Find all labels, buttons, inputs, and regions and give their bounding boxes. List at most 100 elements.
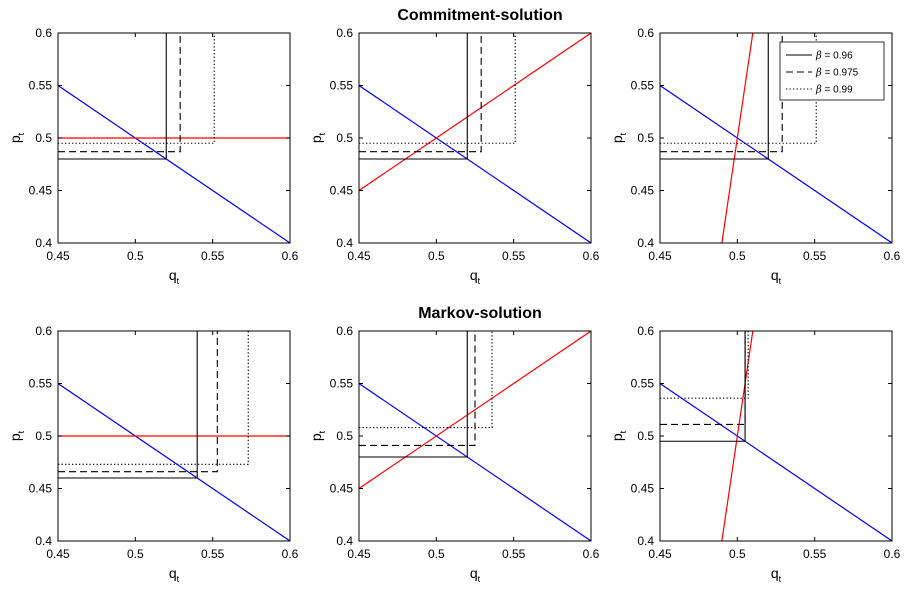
series-black-solid-line (58, 331, 198, 479)
series-black-solid-line (359, 331, 468, 458)
y-tick-label: 0.55 (29, 377, 53, 391)
y-tick-label: 0.4 (637, 236, 654, 250)
x-tick-label: 0.5 (729, 547, 746, 561)
legend-box (779, 41, 885, 101)
x-tick-label: 0.6 (282, 249, 299, 263)
legend: β = 0.96 β = 0.975 β = 0.99 (779, 41, 885, 101)
x-tick-label: 0.55 (502, 249, 526, 263)
y-tick-label: 0.6 (35, 324, 52, 338)
y-tick-label: 0.55 (330, 79, 354, 93)
series-red-solid-line (359, 33, 591, 191)
series-blue-solid-line (660, 85, 892, 243)
x-tick-label: 0.45 (46, 547, 70, 561)
y-tick-label: 0.6 (336, 26, 353, 40)
series-black-dotted-line (660, 331, 749, 399)
series-black-dotted-line (359, 331, 493, 429)
y-tick-label: 0.45 (330, 184, 354, 198)
axes-box (659, 330, 893, 542)
series-black-dashed-line (359, 331, 476, 447)
series-black-dashed-line (58, 33, 181, 153)
y-tick-label: 0.6 (637, 26, 654, 40)
x-axis-label: qt (169, 565, 180, 584)
series-black-dotted-line (58, 331, 249, 465)
series-blue-solid-line (58, 383, 290, 541)
series-black-dashed-line (660, 33, 783, 153)
x-tick-label: 0.6 (583, 547, 600, 561)
x-axis-label: qt (169, 267, 180, 286)
x-tick-label: 0.5 (127, 547, 144, 561)
x-tick-label: 0.55 (803, 249, 827, 263)
x-tick-label: 0.6 (282, 547, 299, 561)
y-tick-label: 0.5 (637, 131, 654, 145)
series-red-solid-line (359, 331, 591, 489)
y-tick-label: 0.4 (336, 534, 353, 548)
x-tick-label: 0.55 (803, 547, 827, 561)
x-axis-label: qt (470, 565, 481, 584)
series-black-solid-line (359, 33, 468, 160)
x-tick-label: 0.45 (347, 547, 371, 561)
series-black-dashed-line (660, 331, 746, 426)
series-black-dotted-line (359, 33, 516, 144)
x-tick-label: 0.5 (428, 547, 445, 561)
legend-label: β = 0.96 (815, 51, 853, 62)
series-black-dotted-line (58, 33, 215, 144)
x-axis-label: qt (771, 565, 782, 584)
y-tick-label: 0.5 (35, 429, 52, 443)
x-tick-label: 0.45 (46, 249, 70, 263)
y-axis-label: pt (308, 430, 327, 441)
series-black-solid-line (58, 33, 167, 160)
y-axis-label: pt (308, 132, 327, 143)
series-black-dashed-line (359, 33, 482, 153)
x-tick-label: 0.6 (884, 547, 901, 561)
y-tick-label: 0.55 (631, 377, 655, 391)
x-axis-label: qt (771, 267, 782, 286)
axes-box (358, 32, 592, 244)
y-tick-label: 0.6 (637, 324, 654, 338)
y-axis-label: pt (609, 430, 628, 441)
y-axis-label: pt (7, 430, 26, 441)
x-tick-label: 0.45 (648, 249, 672, 263)
y-tick-label: 0.4 (35, 534, 52, 548)
y-tick-label: 0.4 (637, 534, 654, 548)
row-title-commitment: Commitment-solution (397, 7, 562, 24)
y-tick-label: 0.6 (336, 324, 353, 338)
y-tick-label: 0.55 (631, 79, 655, 93)
x-tick-label: 0.55 (201, 547, 225, 561)
legend-label: β = 0.975 (815, 68, 859, 79)
y-tick-label: 0.5 (637, 429, 654, 443)
series-blue-solid-line (58, 85, 290, 243)
x-tick-label: 0.55 (201, 249, 225, 263)
x-tick-label: 0.6 (884, 249, 901, 263)
y-tick-label: 0.6 (35, 26, 52, 40)
y-tick-label: 0.45 (29, 482, 53, 496)
series-blue-solid-line (660, 383, 892, 541)
x-tick-label: 0.5 (127, 249, 144, 263)
x-tick-label: 0.45 (347, 249, 371, 263)
x-tick-label: 0.5 (729, 249, 746, 263)
y-tick-label: 0.45 (631, 482, 655, 496)
y-tick-label: 0.45 (29, 184, 53, 198)
x-tick-label: 0.6 (583, 249, 600, 263)
y-tick-label: 0.55 (330, 377, 354, 391)
x-axis-label: qt (470, 267, 481, 286)
legend-label: β = 0.99 (815, 85, 853, 96)
series-blue-solid-line (359, 383, 591, 541)
x-tick-label: 0.55 (502, 547, 526, 561)
series-blue-solid-line (359, 85, 591, 243)
row-title-markov: Markov-solution (418, 305, 542, 322)
series-red-solid-line (721, 33, 754, 243)
series-red-solid-line (721, 331, 754, 541)
y-tick-label: 0.5 (35, 131, 52, 145)
y-tick-label: 0.45 (330, 482, 354, 496)
y-tick-label: 0.4 (336, 236, 353, 250)
series-black-dashed-line (58, 331, 218, 473)
y-tick-label: 0.5 (336, 131, 353, 145)
series-black-solid-line (660, 33, 769, 160)
y-axis-label: pt (609, 132, 628, 143)
